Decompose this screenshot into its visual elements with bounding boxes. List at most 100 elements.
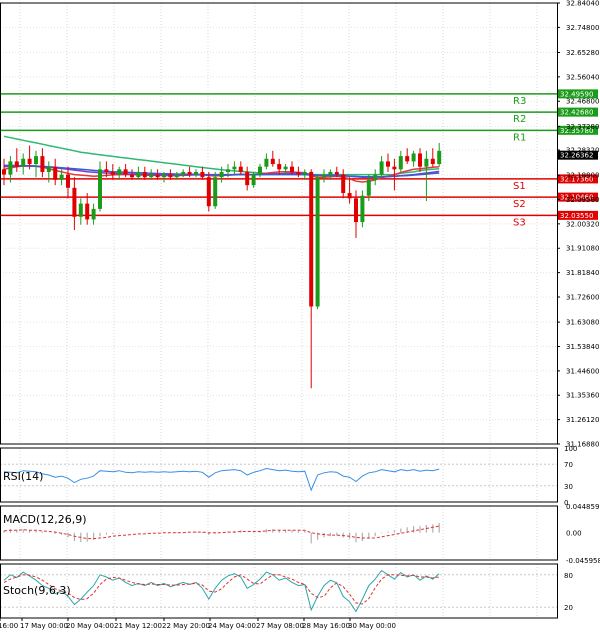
candle-body-bear [130,174,134,178]
candle-body-bear [347,193,352,199]
candle-body-bear [110,171,115,175]
price-tick-label: 31.72600 [566,294,599,302]
candle-body-bear [334,171,339,175]
candle-body-bull [174,174,179,178]
candle-body-bear [386,161,390,167]
rsi-tick-label: 100 [564,445,577,453]
stoch-tick-label: 20 [564,604,573,612]
candle-body-bull [136,171,141,178]
candle-body-bull [411,153,416,162]
candle-body-bear [430,158,435,165]
price-tick-label: 31.91080 [566,245,599,253]
candle-body-bear [270,158,275,165]
level-price-box-s2 [558,192,598,202]
price-tick-label: 31.44600 [566,367,599,375]
candle-body-bull [258,166,262,175]
candle-body-bull [91,208,96,220]
panel-frames [0,2,558,619]
candle-body-bull [398,156,403,170]
panel-frame-2 [0,447,558,503]
pivot-levels: R3 32.49590 R2 32.42680 R1 32.35780 S1 32.17360… [0,89,598,228]
time-tick-label: 27 May 08:00 [256,622,304,630]
macd-tick-label: 0.044859 [566,503,599,511]
price-tick-label: 32.18800 [566,172,599,180]
candle-body-bear [187,171,192,175]
panel-frame-3 [0,505,558,561]
time-tick-label: 17 May 00:00 [20,622,68,630]
time-tick-label: 28 May 16:00 [302,622,350,630]
candle-body-bear [405,156,410,162]
price-tick-label: 32.37280 [566,123,599,131]
candle-body-bull [360,195,365,223]
level-price-box-r1 [558,125,598,135]
level-price-label-s1: 32.17360 [560,175,593,183]
rsi-tick-label: 0 [564,499,568,507]
candle-body-bear [85,203,90,220]
time-tick-label: 22 May 20:00 [162,622,210,630]
macd-label: MACD(12,26,9) [3,513,87,526]
price-tick-label: 32.74800 [566,24,599,32]
candle-body-bear [168,174,173,178]
candle-body-bull [8,161,13,175]
candle-body-bull [98,169,102,209]
candle-body-bull [366,179,371,196]
candle-body-bull [322,174,326,178]
stoch-signal-line [3,574,440,605]
candle-body-bull [213,177,218,207]
candle-body-bear [238,166,243,172]
candle-body-bear [53,166,58,180]
candle-body-bear [245,171,250,186]
level-price-label-r1: 32.35780 [560,127,593,135]
candle-body-bull [379,161,384,175]
candle-body-bull [226,169,230,172]
candle-body-bear [72,187,77,217]
candle-body-bull [194,171,198,175]
time-tick-label: 21 May 12:00 [114,622,162,630]
level-name-r1: R1 [513,132,526,143]
level-price-box-r2 [558,107,598,117]
rsi-label: RSI(14) [3,470,43,483]
level-name-r3: R3 [513,96,526,107]
candle-body-bull [34,156,38,165]
candle-body-bull [117,169,122,175]
candle-body-bear [309,171,314,307]
stoch-main-line [3,569,440,613]
price-tick-label: 31.16880 [566,441,599,449]
candle-body-bull [78,203,83,217]
price-tick-label: 32.84040 [566,0,599,8]
candle-body-bull [149,174,154,178]
price-tick-label: 32.46800 [566,98,599,106]
panel-frame-4 [0,563,558,619]
candle-body-bear [200,171,205,178]
candle-body-bull [46,166,51,172]
rsi-line [3,467,440,492]
level-name-s2: S2 [513,199,526,210]
candle-body-bull [251,174,256,186]
level-price-box-s1 [558,174,598,184]
time-tick-label: 16:00 [0,622,18,630]
level-name-r2: R2 [513,114,526,125]
candle-body-bull [219,171,224,178]
candle-body-bear [296,171,301,175]
stoch-label: Stoch(9,6,3) [3,584,71,597]
candle-body-bull [437,150,442,165]
price-tick-label: 32.00320 [566,220,599,228]
candle-body-bull [373,174,378,180]
candle-body-bear [27,158,32,165]
rsi-tick-label: 70 [564,461,573,469]
time-tick-label: 30 May 00:00 [348,622,396,630]
candle-body-bear [277,164,282,170]
candle-body-bull [264,158,269,167]
candle-body-bear [104,169,109,172]
candlesticks [2,142,442,389]
indicators [0,463,557,613]
stoch-tick-label: 80 [564,572,573,580]
candle-body-bull [21,158,26,167]
candle-body-bear [418,153,422,167]
candle-body-bear [354,198,358,223]
candle-body-bear [341,174,346,194]
candle-body-bear [66,174,70,188]
candle-body-bear [142,171,147,178]
